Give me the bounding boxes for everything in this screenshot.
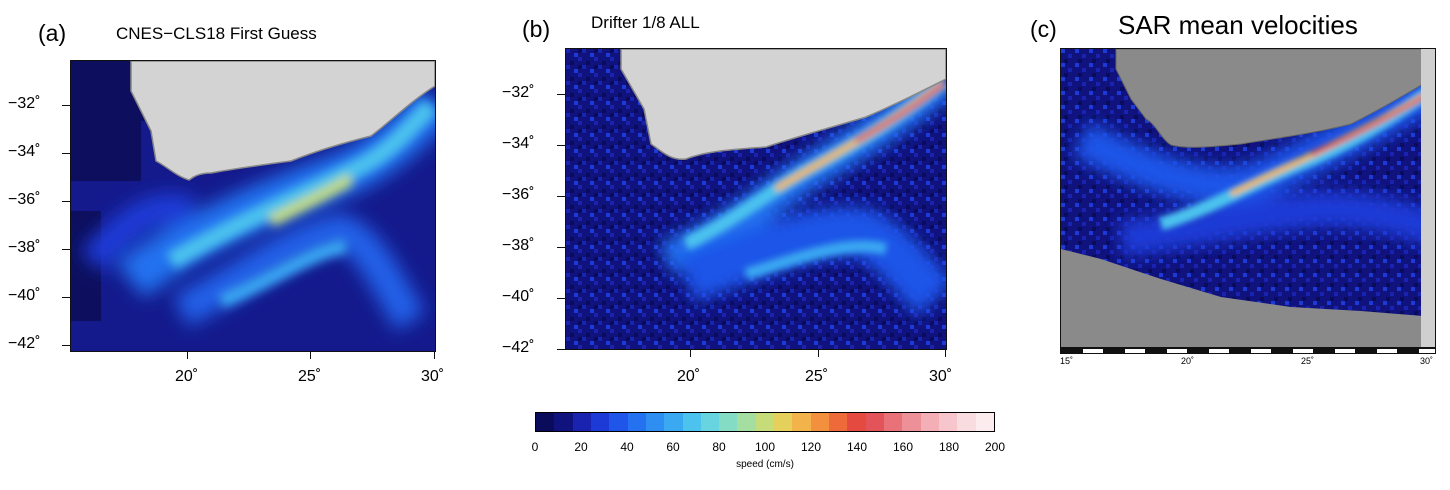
speed-colorbar xyxy=(535,412,995,432)
colorbar-swatch xyxy=(682,413,701,431)
colorbar-swatch xyxy=(902,413,921,431)
panel-a-tag: (a) xyxy=(38,20,67,46)
colorbar-tick-label: 180 xyxy=(938,440,960,454)
colorbar-tick-label: 200 xyxy=(984,440,1006,454)
panel-a-ytick: −34˚ xyxy=(8,143,41,160)
panel-a-ytick: −32˚ xyxy=(8,95,41,112)
panel-c-axis-frame xyxy=(1060,348,1436,354)
panel-b-ytick: −32˚ xyxy=(502,84,535,101)
panel-b-ytick: −42˚ xyxy=(502,339,535,356)
colorbar-swatch xyxy=(719,413,738,431)
colorbar-swatch xyxy=(664,413,683,431)
panel-c-xtick: 15˚ xyxy=(1060,356,1074,366)
colorbar-swatch xyxy=(590,413,610,431)
colorbar-swatch xyxy=(792,413,811,431)
colorbar-swatch xyxy=(920,413,939,431)
panel-a-xtick: 20˚ xyxy=(175,368,199,385)
colorbar-swatch xyxy=(957,413,976,431)
panel-c-xtick: 30˚ xyxy=(1420,356,1434,366)
panel-b-ytick: −40˚ xyxy=(502,288,535,305)
panel-b-tag: (b) xyxy=(522,16,551,42)
colorbar-swatch xyxy=(700,413,720,431)
colorbar-tick-label: 100 xyxy=(754,440,776,454)
colorbar-tick-label: 40 xyxy=(620,440,634,454)
panel-c-map xyxy=(1060,48,1436,348)
panel-a-ytick: −42˚ xyxy=(8,335,41,352)
colorbar-swatch xyxy=(774,413,793,431)
colorbar-swatch xyxy=(975,413,994,431)
colorbar-tick-label: 120 xyxy=(800,440,822,454)
panel-b-xtick: 20˚ xyxy=(677,368,701,385)
panel-a-ytick: −40˚ xyxy=(8,287,41,304)
panel-a-xtick: 30˚ xyxy=(421,368,445,385)
panel-b-xtick: 30˚ xyxy=(929,368,953,385)
colorbar-swatch xyxy=(536,413,555,431)
panel-c-xtick: 20˚ xyxy=(1181,356,1195,366)
panel-a-xtick: 25˚ xyxy=(298,368,322,385)
colorbar-swatch xyxy=(847,413,866,431)
panel-b-title: Drifter 1/8 ALL xyxy=(591,13,700,32)
colorbar-tick-label: 20 xyxy=(574,440,588,454)
colorbar-swatch xyxy=(865,413,884,431)
colorbar-swatch xyxy=(645,413,665,431)
panel-a-map xyxy=(70,60,436,352)
panel-a-ytick: −36˚ xyxy=(8,191,41,208)
colorbar-swatch xyxy=(755,413,775,431)
panel-b-ytick: −36˚ xyxy=(502,186,535,203)
colorbar-swatch xyxy=(609,413,628,431)
colorbar-swatch xyxy=(938,413,958,431)
colorbar-tick-label: 80 xyxy=(712,440,726,454)
colorbar-tick-label: 0 xyxy=(531,440,539,454)
panel-c-title: SAR mean velocities xyxy=(1118,10,1358,40)
panel-b-ytick: −38˚ xyxy=(502,237,535,254)
colorbar-title: speed (cm/s) xyxy=(736,459,794,470)
panel-a-title: CNES−CLS18 First Guess xyxy=(116,24,317,43)
panel-b-xtick: 25˚ xyxy=(805,368,829,385)
panel-a-ytick: −38˚ xyxy=(8,239,41,256)
colorbar-tick-label: 60 xyxy=(666,440,680,454)
panel-c-tag: (c) xyxy=(1030,16,1057,42)
colorbar-tick-label: 140 xyxy=(846,440,868,454)
colorbar-swatch xyxy=(554,413,573,431)
colorbar-tick-label: 160 xyxy=(892,440,914,454)
colorbar-swatch xyxy=(737,413,756,431)
colorbar-swatch xyxy=(810,413,829,431)
colorbar-swatch xyxy=(829,413,848,431)
colorbar-swatch xyxy=(572,413,591,431)
colorbar-swatch xyxy=(883,413,903,431)
panel-b-ytick: −34˚ xyxy=(502,135,535,152)
colorbar-swatch xyxy=(627,413,646,431)
panel-b-map xyxy=(565,48,947,350)
panel-c-xtick: 25˚ xyxy=(1301,356,1315,366)
